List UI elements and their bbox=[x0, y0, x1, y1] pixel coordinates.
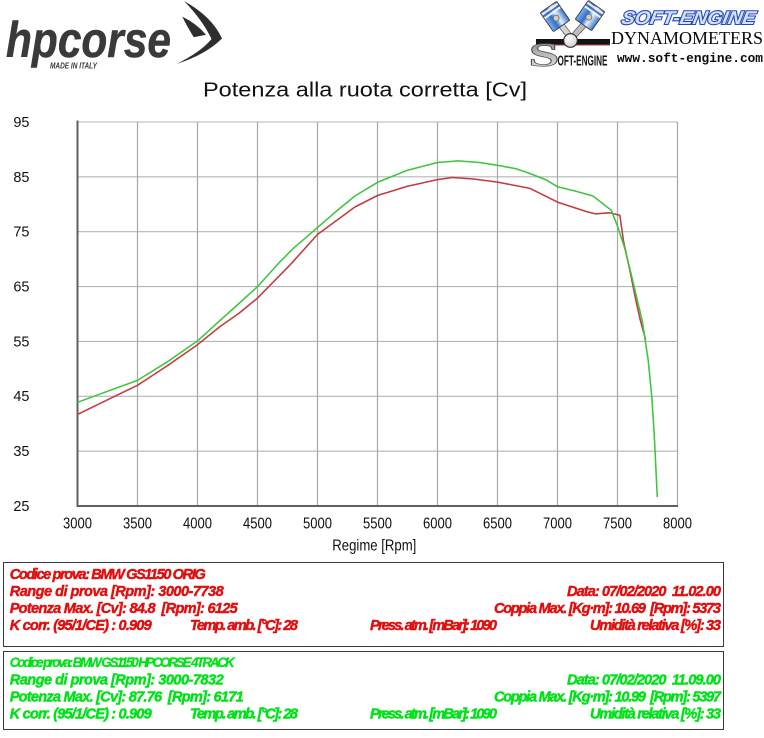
svg-text:K corr. (95/1/CE) : 0.909: K corr. (95/1/CE) : 0.909 bbox=[10, 707, 153, 723]
svg-text:45: 45 bbox=[13, 389, 29, 405]
svg-text:Umidità relativa [%]: 33: Umidità relativa [%]: 33 bbox=[590, 707, 721, 723]
svg-text:5000: 5000 bbox=[303, 516, 332, 533]
svg-text:6000: 6000 bbox=[423, 516, 452, 533]
svg-text:Range di prova [Rpm]: 3000-783: Range di prova [Rpm]: 3000-7832 bbox=[10, 673, 224, 689]
svg-text:Umidità relativa [%]: 33: Umidità relativa [%]: 33 bbox=[590, 618, 721, 634]
svg-text:55: 55 bbox=[13, 334, 29, 350]
svg-text:Press. atm. [mBar]: 1090: Press. atm. [mBar]: 1090 bbox=[370, 707, 497, 723]
svg-text:Codice prova: BMW GS1150 HPCOR: Codice prova: BMW GS1150 HPCORSE 4TRACK bbox=[10, 655, 236, 670]
svg-text:Codice prova: BMW GS1150 ORIG: Codice prova: BMW GS1150 ORIG bbox=[10, 567, 206, 583]
svg-text:95: 95 bbox=[13, 115, 29, 131]
svg-text:Temp. amb. [°C]: 28: Temp. amb. [°C]: 28 bbox=[190, 707, 299, 723]
svg-text:Range di prova [Rpm]: 3000-773: Range di prova [Rpm]: 3000-7738 bbox=[10, 584, 225, 600]
svg-text:75: 75 bbox=[13, 225, 29, 241]
svg-text:Temp. amb. [°C]: 28: Temp. amb. [°C]: 28 bbox=[190, 618, 299, 634]
svg-text:Data: 07/02/2020 11.02.00: Data: 07/02/2020 11.02.00 bbox=[567, 584, 721, 600]
svg-text:Coppia Max. [Kg·m]: 10.99 [Rp: Coppia Max. [Kg·m]: 10.99 [Rpm]: 5397 bbox=[494, 690, 722, 706]
svg-text:25: 25 bbox=[13, 499, 29, 515]
svg-text:65: 65 bbox=[13, 280, 29, 296]
svg-text:hpcorse: hpcorse bbox=[6, 12, 171, 68]
svg-text:DYNAMOMETERS: DYNAMOMETERS bbox=[611, 28, 763, 48]
svg-text:S: S bbox=[529, 37, 560, 74]
svg-text:8000: 8000 bbox=[663, 516, 692, 533]
svg-text:Press. atm. [mBar]: 1090: Press. atm. [mBar]: 1090 bbox=[370, 618, 497, 634]
svg-text:www.soft-engine.com: www.soft-engine.com bbox=[617, 51, 763, 66]
svg-text:Potenza Max. [Cv]: 84.8 [Rpm]: Potenza Max. [Cv]: 84.8 [Rpm]: 6125 bbox=[10, 601, 239, 617]
svg-text:4500: 4500 bbox=[243, 516, 272, 533]
svg-text:6500: 6500 bbox=[483, 516, 512, 533]
svg-text:5500: 5500 bbox=[363, 516, 392, 533]
svg-text:Potenza Max. [Cv]: 87.76 [Rpm: Potenza Max. [Cv]: 87.76 [Rpm]: 6171 bbox=[10, 690, 244, 706]
svg-text:85: 85 bbox=[13, 170, 29, 186]
svg-text:3000: 3000 bbox=[63, 516, 92, 533]
svg-text:7500: 7500 bbox=[603, 516, 632, 533]
svg-text:Regime [Rpm]: Regime [Rpm] bbox=[332, 538, 416, 555]
svg-text:7000: 7000 bbox=[543, 516, 572, 533]
svg-text:SOFT-ENGINE: SOFT-ENGINE bbox=[620, 7, 758, 28]
svg-text:4000: 4000 bbox=[183, 516, 212, 533]
svg-text:35: 35 bbox=[13, 444, 29, 460]
svg-text:Potenza alla ruota corretta [C: Potenza alla ruota corretta [Cv] bbox=[203, 79, 527, 102]
svg-text:3500: 3500 bbox=[123, 516, 152, 533]
svg-text:K corr. (95/1/CE) : 0.909: K corr. (95/1/CE) : 0.909 bbox=[10, 618, 153, 634]
svg-text:MADE IN ITALY: MADE IN ITALY bbox=[50, 62, 98, 71]
svg-text:Coppia Max. [Kg·m]: 10.69 [Rp: Coppia Max. [Kg·m]: 10.69 [Rpm]: 5373 bbox=[494, 601, 721, 617]
svg-text:Data: 07/02/2020 11.09.00: Data: 07/02/2020 11.09.00 bbox=[567, 673, 721, 689]
svg-text:OFT-ENGINE: OFT-ENGINE bbox=[558, 54, 608, 70]
